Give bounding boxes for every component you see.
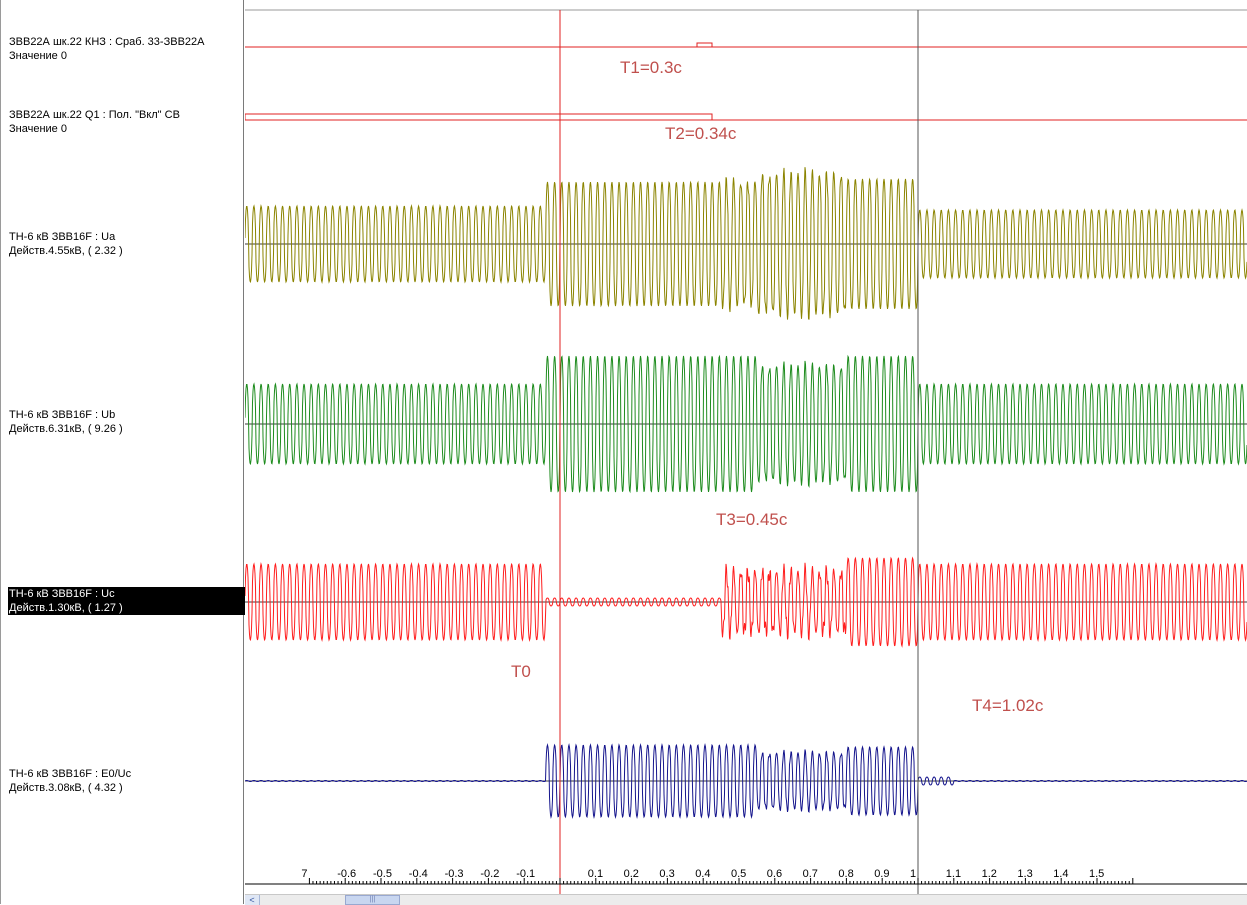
channel-value: Действ.4.55кВ, ( 2.32 ) <box>9 245 123 257</box>
uc-trace <box>245 556 1247 648</box>
annotation-t0: T0 <box>511 662 531 681</box>
axis-tick-label: -0.3 <box>444 868 464 880</box>
channel-list: ЗВВ22А шк.22 КНЗ : Сраб. 33-ЗВВ22А Значе… <box>0 0 245 904</box>
axis-tick-label: -0.2 <box>480 868 500 880</box>
axis-tick-label: 0.8 <box>838 868 854 880</box>
axis-tick-label: 0.3 <box>659 868 675 880</box>
channel-name: ЗВВ22А шк.22 Q1 : Пол. "Вкл" СВ <box>9 109 180 121</box>
axis-tick-label: 0.6 <box>766 868 783 880</box>
axis-tick-label: 0.1 <box>587 868 604 880</box>
channel-value: Действ.1.30кВ, ( 1.27 ) <box>9 602 123 614</box>
waveform-canvas <box>245 9 1247 894</box>
channel-label-uc[interactable]: ТН-6 кВ ЗВВ16F : Uc Действ.1.30кВ, ( 1.2… <box>8 587 245 615</box>
axis-tick-label: 1.5 <box>1089 868 1105 880</box>
axis-tick-label: 0.5 <box>731 868 747 880</box>
annotation-t4: T4=1.02c <box>972 696 1044 715</box>
annotation-t1: T1=0.3c <box>620 58 682 77</box>
channel-label-knz[interactable]: ЗВВ22А шк.22 КНЗ : Сраб. 33-ЗВВ22А Значе… <box>8 35 245 63</box>
scroll-left-arrow-icon[interactable]: < <box>245 895 260 905</box>
ua-trace <box>245 167 1247 320</box>
e0-trace <box>245 743 1247 819</box>
axis-tick-label: -0.5 <box>373 868 392 880</box>
axis-tick-label: 7 <box>301 868 308 880</box>
axis-tick-label: 0.9 <box>874 868 890 880</box>
channel-label-ub[interactable]: ТН-6 кВ ЗВВ16F : Ub Действ.6.31кВ, ( 9.2… <box>8 408 245 436</box>
channel-name: ТН-6 кВ ЗВВ16F : E0/Uc <box>9 768 132 780</box>
channel-name: ТН-6 кВ ЗВВ16F : Ua <box>9 231 116 243</box>
axis-tick-label: 1.3 <box>1017 868 1033 880</box>
channel-value: Значение 0 <box>9 123 67 135</box>
channel-value: Действ.6.31кВ, ( 9.26 ) <box>9 423 123 435</box>
axis-tick-label: -0.1 <box>516 868 536 880</box>
channel-label-ua[interactable]: ТН-6 кВ ЗВВ16F : Ua Действ.4.55кВ, ( 2.3… <box>8 230 245 258</box>
channel-name: ТН-6 кВ ЗВВ16F : Ub <box>9 409 116 421</box>
digital-pulse-knz <box>696 42 713 48</box>
horizontal-scrollbar[interactable]: < ||| <box>245 894 1247 905</box>
axis-tick-label: 0.2 <box>623 868 639 880</box>
axis-tick-label: 0.7 <box>802 868 818 880</box>
channel-name: ТН-6 кВ ЗВВ16F : Uc <box>9 588 115 600</box>
oscillogram-plot[interactable]: T1=0.3c T2=0.34c T3=0.45c T0 T4=1.02c 7 -… <box>245 0 1247 904</box>
scroll-grip: ||| <box>369 896 376 903</box>
axis-tick-label: 1.4 <box>1053 868 1069 880</box>
axis-tick-label: 0.4 <box>695 868 711 880</box>
channel-label-q1[interactable]: ЗВВ22А шк.22 Q1 : Пол. "Вкл" СВ Значение… <box>8 108 245 136</box>
ub-trace <box>245 354 1247 494</box>
axis-tick-label: 1.2 <box>981 868 997 880</box>
channel-value: Значение 0 <box>9 50 67 62</box>
axis-tick-label: 1 <box>910 868 917 880</box>
channel-label-e0[interactable]: ТН-6 кВ ЗВВ16F : E0/Uc Действ.3.08кВ, ( … <box>8 767 245 795</box>
axis-tick-label: 1.1 <box>945 868 962 880</box>
channel-name: ЗВВ22А шк.22 КНЗ : Сраб. 33-ЗВВ22А <box>9 36 205 48</box>
axis-tick-label: -0.4 <box>408 868 428 880</box>
channel-value: Действ.3.08кВ, ( 4.32 ) <box>9 782 123 794</box>
annotation-t3: T3=0.45c <box>716 510 788 529</box>
digital-pulse-q1 <box>245 113 713 121</box>
annotation-t2: T2=0.34c <box>665 124 737 143</box>
axis-tick-label: -0.6 <box>337 868 357 880</box>
